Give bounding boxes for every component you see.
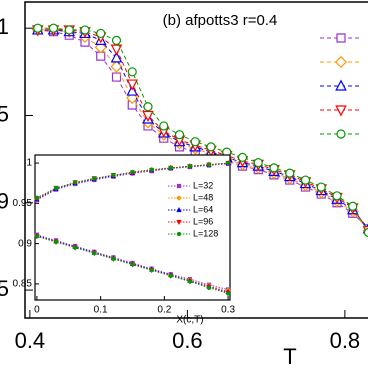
legend-label: L=96	[193, 216, 213, 226]
legend-label: L=32	[193, 180, 213, 190]
data-point	[149, 268, 154, 273]
data-point	[130, 262, 135, 267]
data-point	[253, 158, 263, 168]
y-tick-label: 0.95	[0, 101, 9, 126]
series-line	[37, 27, 368, 233]
data-point	[111, 173, 116, 178]
data-point	[92, 176, 97, 181]
legend-label: L=64	[193, 204, 213, 214]
data-point	[73, 245, 78, 250]
legend-marker	[334, 55, 348, 69]
data-point	[53, 239, 59, 245]
x-tick-label: 0.6	[172, 328, 203, 353]
data-point	[92, 251, 97, 256]
data-point	[190, 137, 200, 147]
data-point	[111, 72, 122, 82]
data-point	[168, 165, 173, 170]
series-line	[37, 29, 368, 231]
x-tick-label: 0.4	[15, 328, 46, 353]
data-point	[168, 273, 173, 278]
data-point	[174, 130, 185, 140]
data-point	[126, 91, 139, 105]
data-point	[285, 168, 295, 178]
inset-plot: 1 0.95 0.9 0.85 0 0.1 0.2 0.3 L=32 L=48 L=64 L=96 L=…	[13, 158, 236, 316]
data-point	[64, 25, 74, 35]
y-tick-label: 0.95	[13, 198, 33, 209]
data-point	[206, 285, 212, 291]
inset-frame	[34, 154, 231, 301]
legend-marker	[176, 183, 182, 189]
data-point	[73, 180, 78, 185]
data-point	[110, 60, 123, 73]
data-point	[159, 121, 169, 131]
legend-marker	[176, 219, 182, 225]
data-point	[80, 25, 90, 35]
data-point	[127, 67, 137, 77]
data-point	[316, 182, 326, 192]
data-point	[143, 102, 153, 112]
data-point	[96, 28, 106, 39]
x-tick-label: 0.2	[157, 305, 171, 316]
data-point	[363, 227, 368, 238]
y-tick-label: 0.85	[0, 276, 9, 301]
y-tick-label: 0.9	[0, 189, 9, 214]
chart-title: (b) afpotts3 r=0.4	[163, 12, 278, 29]
data-point	[110, 44, 123, 56]
data-point	[149, 167, 154, 172]
legend-marker	[335, 79, 347, 91]
x-tick-label: 0.3	[221, 305, 235, 316]
data-point	[187, 279, 192, 284]
legend-marker	[336, 129, 346, 139]
main-frame	[24, 1, 368, 319]
x-tick-label: 0.1	[94, 305, 108, 316]
x-tick-label: 0.8	[330, 328, 361, 353]
legend-label: L=128	[193, 228, 218, 238]
main-plot: 1 0.95 0.9 0.85 0.4 0.6 0.8	[0, 14, 368, 353]
legend-marker	[176, 231, 182, 237]
data-point	[111, 35, 122, 46]
x-tick-label: 0	[34, 305, 40, 316]
data-point	[332, 191, 342, 201]
data-point	[33, 23, 43, 33]
data-point	[96, 51, 106, 61]
y-tick-label: 0.85	[13, 279, 33, 290]
legend-marker	[336, 33, 346, 43]
data-point	[225, 291, 231, 296]
legend-marker	[176, 195, 182, 201]
data-point	[34, 234, 40, 239]
legend-marker	[335, 105, 347, 117]
y-tick-label: 1	[0, 14, 9, 39]
data-point	[53, 185, 59, 191]
y-tick-label: 0.9	[18, 238, 32, 249]
data-point	[48, 23, 59, 33]
data-point	[110, 51, 123, 63]
data-point	[348, 201, 358, 211]
y-tick-label: 1	[26, 158, 32, 169]
data-point	[206, 142, 216, 152]
inset-x-axis-label: X(c,T)	[176, 315, 203, 326]
legend-label: L=48	[193, 192, 213, 202]
data-point	[237, 152, 248, 162]
x-axis-label: T	[283, 344, 296, 368]
data-point	[111, 256, 116, 262]
data-point	[130, 169, 135, 175]
data-point	[269, 163, 279, 173]
data-point	[126, 79, 139, 91]
data-point	[225, 160, 231, 166]
data-point	[300, 175, 311, 185]
data-point	[142, 110, 154, 122]
data-point	[206, 162, 212, 167]
legend-marker	[176, 207, 182, 213]
data-point	[187, 164, 192, 169]
data-point	[34, 195, 40, 200]
series-line	[37, 29, 368, 230]
